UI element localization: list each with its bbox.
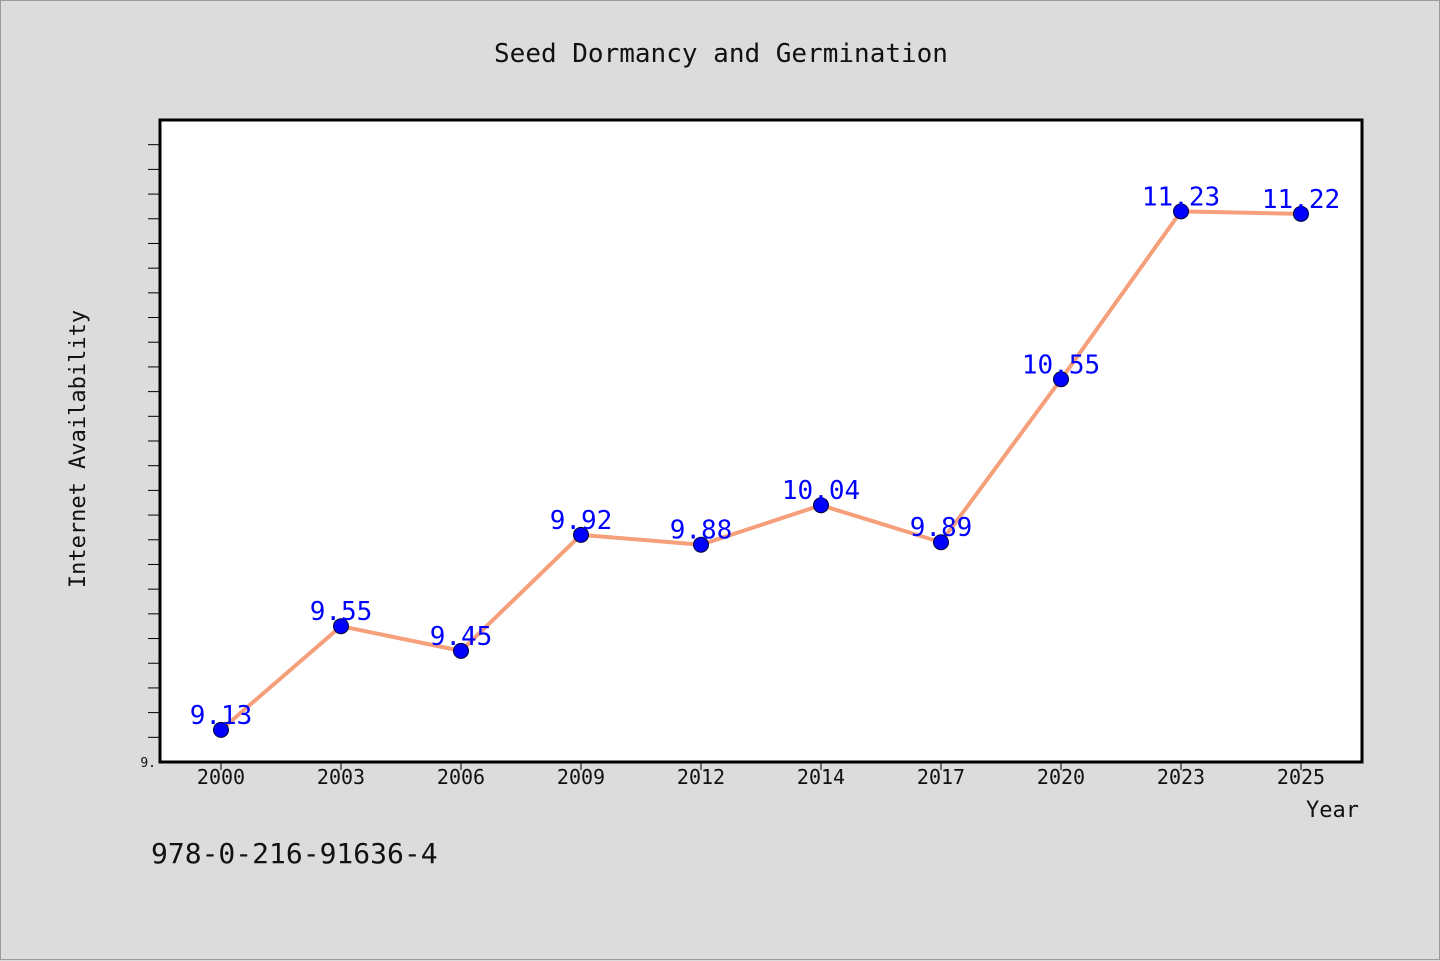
data-point bbox=[1173, 203, 1189, 220]
series-line bbox=[219, 209, 1302, 732]
data-point bbox=[213, 721, 229, 738]
data-label: 9.89 bbox=[910, 513, 973, 543]
plot-area bbox=[158, 118, 1364, 764]
x-tick-label: 2003 bbox=[317, 765, 365, 789]
data-label: 11.23 bbox=[1142, 182, 1220, 212]
isbn-footer: 978-0-216-91636-4 bbox=[151, 837, 438, 870]
chart-title: Seed Dormancy and Germination bbox=[494, 39, 948, 69]
y-axis-ticks: 9. bbox=[140, 144, 160, 771]
x-tick-label: 2023 bbox=[1157, 765, 1205, 789]
data-label: 10.04 bbox=[782, 476, 860, 506]
x-tick-label: 2006 bbox=[437, 765, 485, 789]
data-labels: 9.13 9.55 9.45 9.92 9.88 10.04 9.89 10.55 11.23 1… bbox=[190, 182, 1340, 731]
data-point bbox=[933, 534, 949, 551]
data-label: 10.55 bbox=[1022, 350, 1100, 380]
data-label: 9.55 bbox=[310, 597, 373, 627]
data-label: 11.22 bbox=[1262, 185, 1340, 215]
x-tick-label: 2012 bbox=[677, 765, 725, 789]
y-axis-label: Internet Availability bbox=[66, 310, 91, 588]
data-point bbox=[1053, 371, 1069, 388]
data-point bbox=[693, 536, 709, 553]
data-point bbox=[1293, 205, 1309, 222]
data-label: 9.45 bbox=[430, 622, 493, 652]
data-label: 9.92 bbox=[550, 506, 613, 536]
data-label: 9.13 bbox=[190, 701, 253, 731]
x-tick-label: 2000 bbox=[197, 765, 245, 789]
x-axis-ticks: 2000 2003 2006 2009 2012 2014 2017 2020 2023 2025 bbox=[197, 762, 1325, 789]
x-tick-label: 2009 bbox=[557, 765, 605, 789]
data-point bbox=[333, 618, 349, 635]
x-tick-label: 2017 bbox=[917, 765, 965, 789]
data-markers bbox=[213, 203, 1309, 738]
x-axis-label: Year bbox=[1306, 798, 1359, 823]
x-tick-label: 2020 bbox=[1037, 765, 1085, 789]
data-point bbox=[573, 526, 589, 543]
y-tick-label: 9. bbox=[140, 756, 156, 771]
data-point bbox=[453, 642, 469, 659]
data-point bbox=[813, 497, 829, 514]
data-label: 9.88 bbox=[670, 516, 733, 546]
x-tick-label: 2014 bbox=[797, 765, 845, 789]
x-tick-label: 2025 bbox=[1277, 765, 1325, 789]
